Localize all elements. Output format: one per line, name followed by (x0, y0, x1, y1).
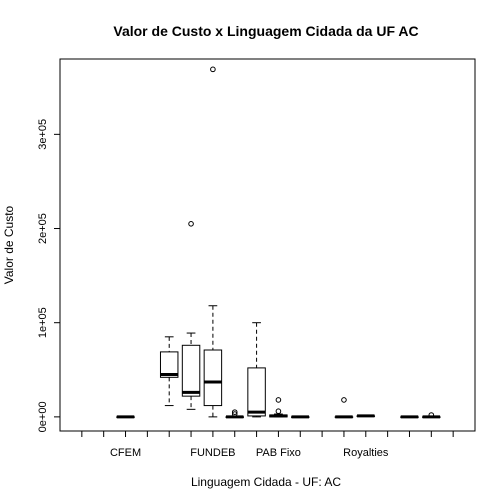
box-group (116, 415, 135, 419)
box (203, 349, 223, 407)
x-tick-label: CFEM (110, 447, 141, 459)
box (181, 344, 201, 397)
y-tick-label: 1e+05 (37, 307, 49, 338)
x-axis: CFEM FUNDEB PAB Fixo Royalties (81, 431, 454, 459)
outlier-point (341, 397, 347, 403)
box-group (356, 414, 376, 418)
box (247, 367, 266, 417)
outlier-point (188, 221, 194, 227)
box-group (291, 415, 310, 419)
box-group (334, 397, 354, 419)
boxes (116, 66, 441, 419)
box (159, 351, 179, 378)
x-tick-label: Royalties (343, 447, 389, 459)
x-tick-label: FUNDEB (190, 447, 235, 459)
y-tick-label: 0e+00 (37, 401, 49, 432)
box-group (269, 397, 288, 418)
box-group (203, 66, 223, 418)
chart-title: Valor de Custo x Linguagem Cidada da UF … (113, 23, 418, 39)
plot-frame (59, 58, 476, 432)
x-tick-label: PAB Fixo (256, 447, 301, 459)
y-axis: 0e+00 1e+05 2e+05 3e+05 (37, 119, 60, 432)
outlier-point (428, 412, 435, 418)
y-axis-label: Valor de Custo (2, 205, 16, 284)
outlier-point (275, 408, 282, 415)
y-tick-label: 3e+05 (37, 119, 49, 150)
outlier-point (275, 397, 282, 403)
box-group (225, 409, 244, 419)
outlier-point (231, 409, 238, 415)
box-group (159, 336, 179, 407)
y-tick-label: 2e+05 (37, 213, 49, 244)
outlier-point (231, 411, 238, 417)
outlier-point (210, 66, 216, 73)
box-group (181, 221, 201, 410)
box-group (247, 322, 266, 418)
x-axis-label: Linguagem Cidada - UF: AC (191, 475, 341, 489)
box-group (400, 415, 419, 419)
box-group (422, 412, 441, 419)
